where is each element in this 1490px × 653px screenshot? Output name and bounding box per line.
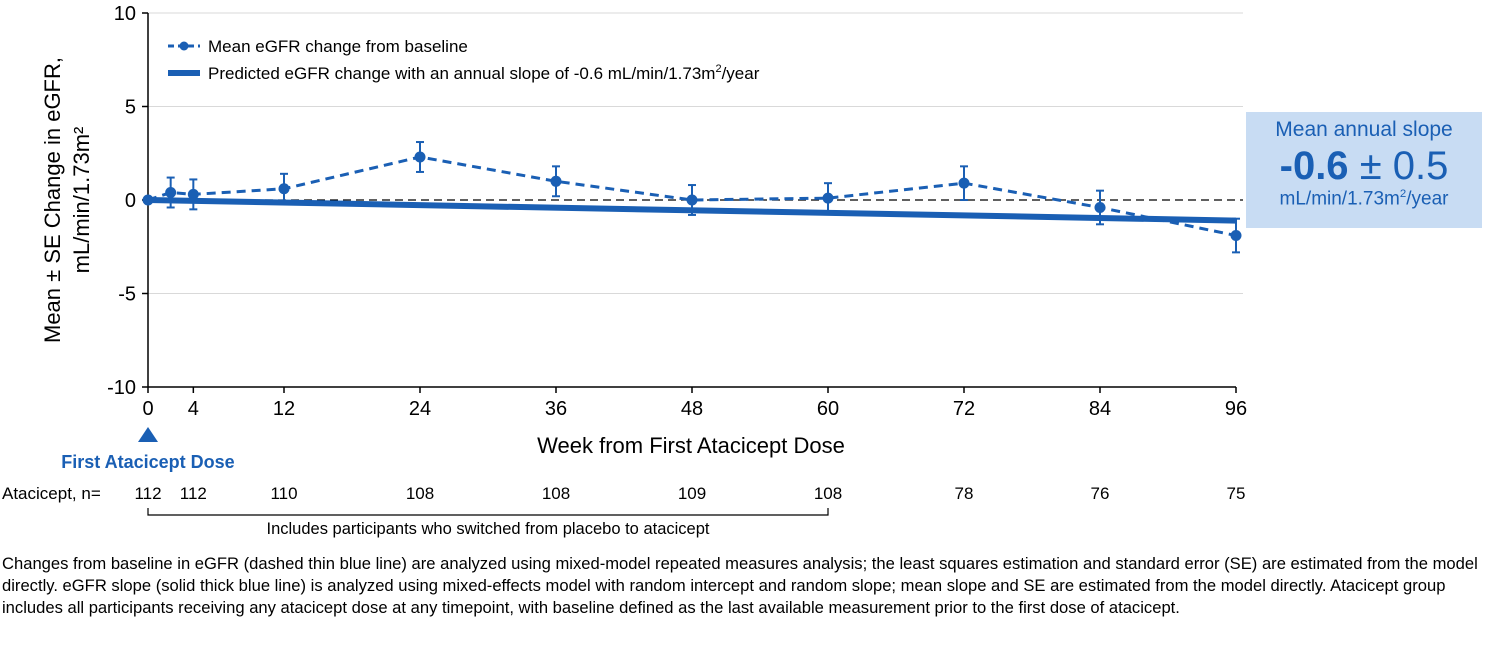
y-tick-label: 10: [114, 3, 136, 25]
first-dose-triangle-icon: [138, 427, 158, 442]
legend-mean-marker: [179, 41, 189, 51]
data-point: [550, 175, 562, 187]
series-predicted-slope-line: [147, 197, 1237, 224]
first-dose-label: First Atacicept Dose: [61, 452, 234, 472]
footnote: Changes from baseline in eGFR (dashed th…: [2, 554, 1478, 617]
x-tick-label: 96: [1225, 398, 1247, 420]
at-risk-label: Atacicept, n=: [2, 484, 101, 503]
x-axis-ticks: 0 4 12 24 36 48 60 72 84 96: [142, 387, 1247, 420]
data-point: [958, 177, 970, 189]
data-point: [822, 192, 834, 204]
at-risk-count: 78: [955, 484, 974, 503]
data-point: [278, 183, 290, 195]
y-axis-title-line1: Mean ± SE Change in eGFR,: [40, 57, 65, 343]
at-risk-count: 108: [406, 484, 434, 503]
at-risk-count: 108: [814, 484, 842, 503]
at-risk-count: 112: [134, 484, 161, 503]
participants-bracket: [147, 508, 829, 516]
series-mean-dashed-line: [147, 155, 1237, 237]
x-tick-label: 36: [545, 398, 567, 420]
data-point: [686, 194, 698, 206]
data-point: [1230, 230, 1242, 242]
at-risk-count: 109: [678, 484, 706, 503]
bracket-label: Includes participants who switched from …: [267, 520, 710, 538]
x-tick-label: 84: [1089, 398, 1111, 420]
callout-value: -0.6 ± 0.5: [1246, 144, 1482, 188]
series-layer: [142, 141, 1242, 254]
x-tick-label: 0: [142, 398, 153, 420]
y-tick-label: 5: [125, 97, 136, 119]
annual-slope-callout: Mean annual slope -0.6 ± 0.5 mL/min/1.73…: [1246, 112, 1482, 228]
callout-value-rest: ± 0.5: [1359, 144, 1449, 188]
egfr-chart: 10 5 0 -5 -10 0 4 12 24 36 48 60 72 84 96 Mean ± SE C…: [2, 3, 1247, 538]
x-tick-label: 12: [273, 398, 295, 420]
at-risk-count: 75: [1227, 484, 1246, 503]
callout-unit: mL/min/1.73m2/year: [1279, 188, 1449, 210]
x-axis-title: Week from First Atacicept Dose: [537, 433, 845, 458]
y-tick-label: -5: [118, 284, 136, 306]
data-point: [165, 187, 177, 199]
y-tick-label: 0: [125, 190, 136, 212]
y-tick-label: -10: [107, 377, 136, 399]
data-point: [1094, 201, 1106, 213]
bracket-line: [147, 508, 829, 516]
y-axis-title-line2: mL/min/1.73m²: [69, 127, 94, 274]
callout-value-bold: -0.6: [1279, 144, 1349, 188]
x-tick-label: 72: [953, 398, 975, 420]
at-risk-counts: 112 112 110 108 108 109 108 78 76 75: [134, 484, 1245, 503]
legend-mean-label: Mean eGFR change from baseline: [208, 37, 468, 56]
x-tick-label: 24: [409, 398, 431, 420]
at-risk-count: 108: [542, 484, 570, 503]
x-tick-label: 48: [681, 398, 703, 420]
callout-title: Mean annual slope: [1275, 118, 1453, 141]
at-risk-count: 112: [180, 484, 207, 503]
data-point: [187, 188, 199, 200]
x-tick-label: 60: [817, 398, 839, 420]
legend: Mean eGFR change from baseline Predicted…: [168, 37, 760, 83]
at-risk-count: 110: [270, 484, 297, 503]
data-point: [414, 151, 426, 163]
gridlines: [148, 12, 1243, 294]
x-tick-label: 4: [188, 398, 199, 420]
y-axis-ticks: 10 5 0 -5 -10: [107, 3, 148, 399]
at-risk-count: 76: [1091, 484, 1110, 503]
legend-pred-label: Predicted eGFR change with an annual slo…: [208, 63, 760, 83]
